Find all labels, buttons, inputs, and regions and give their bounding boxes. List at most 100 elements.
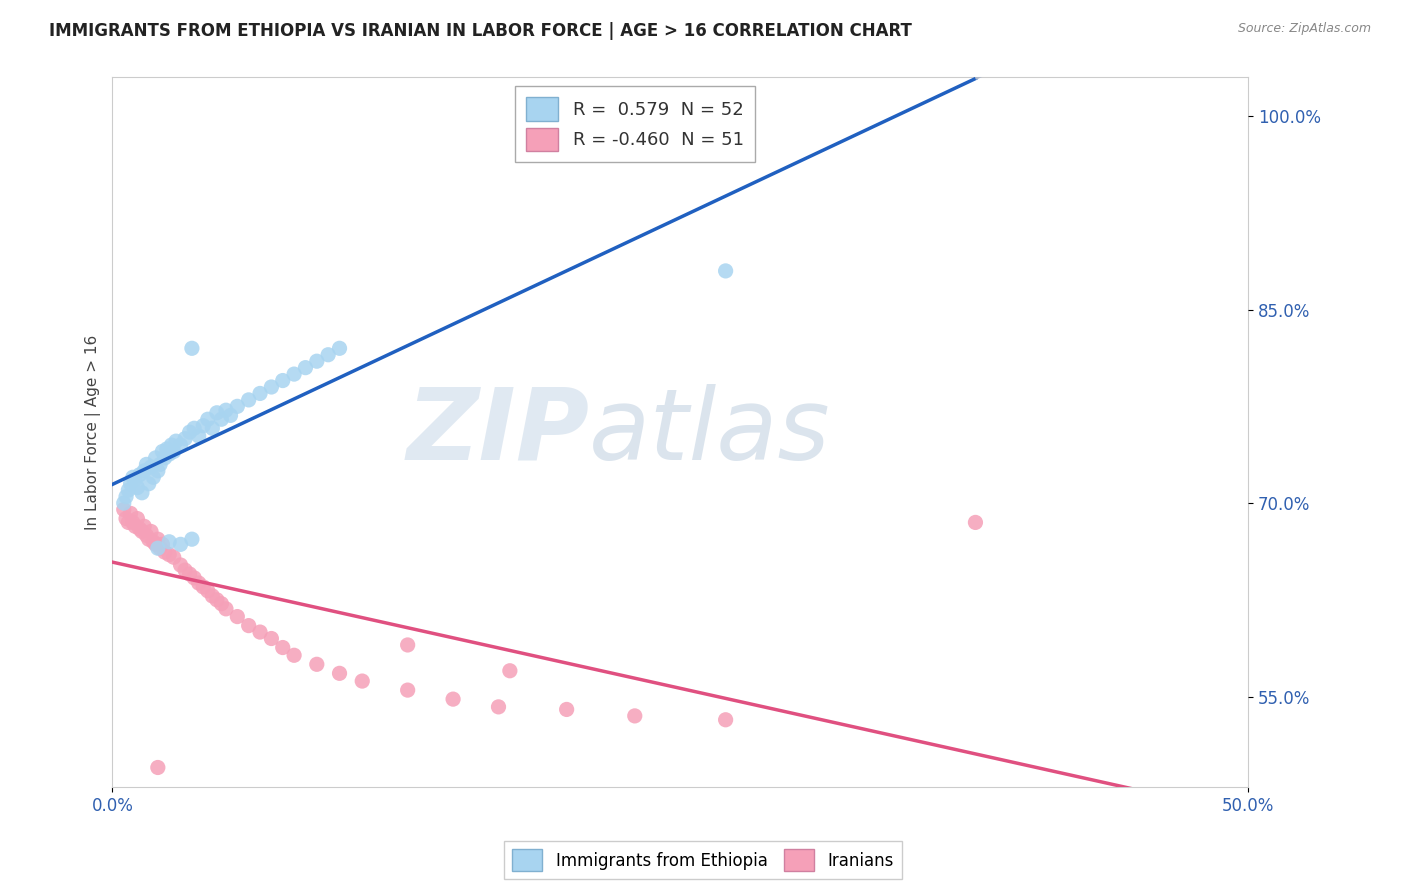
- Point: [294, 360, 316, 375]
- Point: [201, 589, 224, 603]
- Point: [183, 571, 205, 585]
- Point: [205, 406, 228, 420]
- Point: [238, 618, 260, 632]
- Point: [163, 444, 186, 458]
- Point: [555, 702, 578, 716]
- Text: Source: ZipAtlas.com: Source: ZipAtlas.com: [1237, 22, 1371, 36]
- Point: [396, 683, 419, 698]
- Point: [156, 442, 179, 456]
- Point: [121, 516, 143, 530]
- Point: [112, 502, 135, 516]
- Point: [169, 537, 191, 551]
- Point: [135, 458, 157, 472]
- Point: [179, 567, 201, 582]
- Point: [316, 348, 339, 362]
- Point: [165, 434, 187, 449]
- Point: [117, 516, 139, 530]
- Point: [115, 511, 138, 525]
- Text: atlas: atlas: [589, 384, 831, 481]
- Point: [441, 692, 464, 706]
- Point: [150, 537, 173, 551]
- Point: [283, 367, 305, 381]
- Point: [146, 532, 169, 546]
- Point: [187, 429, 209, 443]
- Point: [714, 713, 737, 727]
- Point: [219, 409, 242, 423]
- Point: [149, 541, 172, 556]
- Point: [153, 450, 176, 465]
- Point: [150, 444, 173, 458]
- Point: [134, 519, 156, 533]
- Point: [197, 583, 219, 598]
- Point: [226, 609, 249, 624]
- Point: [209, 412, 232, 426]
- Point: [238, 392, 260, 407]
- Point: [396, 638, 419, 652]
- Point: [226, 400, 249, 414]
- Point: [623, 709, 645, 723]
- Point: [124, 519, 146, 533]
- Point: [117, 483, 139, 498]
- Point: [145, 450, 167, 465]
- Point: [215, 602, 238, 616]
- Point: [174, 432, 197, 446]
- Point: [157, 534, 180, 549]
- Y-axis label: In Labor Force | Age > 16: In Labor Force | Age > 16: [86, 334, 101, 530]
- Point: [157, 548, 180, 562]
- Text: ZIP: ZIP: [406, 384, 589, 481]
- Point: [183, 421, 205, 435]
- Point: [193, 418, 215, 433]
- Point: [124, 473, 146, 487]
- Point: [142, 470, 165, 484]
- Legend: Immigrants from Ethiopia, Iranians: Immigrants from Ethiopia, Iranians: [503, 841, 903, 880]
- Point: [120, 476, 142, 491]
- Point: [179, 425, 201, 439]
- Point: [193, 580, 215, 594]
- Point: [283, 648, 305, 663]
- Point: [135, 528, 157, 542]
- Point: [120, 507, 142, 521]
- Point: [146, 541, 169, 556]
- Point: [163, 550, 186, 565]
- Point: [169, 438, 191, 452]
- Point: [305, 657, 328, 672]
- Point: [139, 460, 162, 475]
- Point: [305, 354, 328, 368]
- Point: [174, 563, 197, 577]
- Point: [112, 496, 135, 510]
- Point: [965, 516, 987, 530]
- Point: [271, 374, 294, 388]
- Point: [180, 532, 202, 546]
- Legend: R =  0.579  N = 52, R = -0.460  N = 51: R = 0.579 N = 52, R = -0.460 N = 51: [515, 87, 755, 161]
- Point: [187, 576, 209, 591]
- Point: [157, 447, 180, 461]
- Point: [260, 380, 283, 394]
- Point: [139, 524, 162, 539]
- Point: [127, 511, 149, 525]
- Point: [215, 403, 238, 417]
- Point: [134, 464, 156, 478]
- Point: [149, 458, 172, 472]
- Point: [142, 534, 165, 549]
- Point: [145, 537, 167, 551]
- Point: [328, 341, 350, 355]
- Point: [128, 467, 150, 482]
- Point: [201, 421, 224, 435]
- Point: [714, 264, 737, 278]
- Point: [138, 476, 160, 491]
- Text: IMMIGRANTS FROM ETHIOPIA VS IRANIAN IN LABOR FORCE | AGE > 16 CORRELATION CHART: IMMIGRANTS FROM ETHIOPIA VS IRANIAN IN L…: [49, 22, 912, 40]
- Point: [488, 699, 510, 714]
- Point: [160, 438, 183, 452]
- Point: [146, 760, 169, 774]
- Point: [249, 625, 271, 640]
- Point: [131, 485, 153, 500]
- Point: [138, 532, 160, 546]
- Point: [169, 558, 191, 572]
- Point: [127, 481, 149, 495]
- Point: [146, 464, 169, 478]
- Point: [205, 592, 228, 607]
- Point: [249, 386, 271, 401]
- Point: [115, 490, 138, 504]
- Point: [271, 640, 294, 655]
- Point: [180, 341, 202, 355]
